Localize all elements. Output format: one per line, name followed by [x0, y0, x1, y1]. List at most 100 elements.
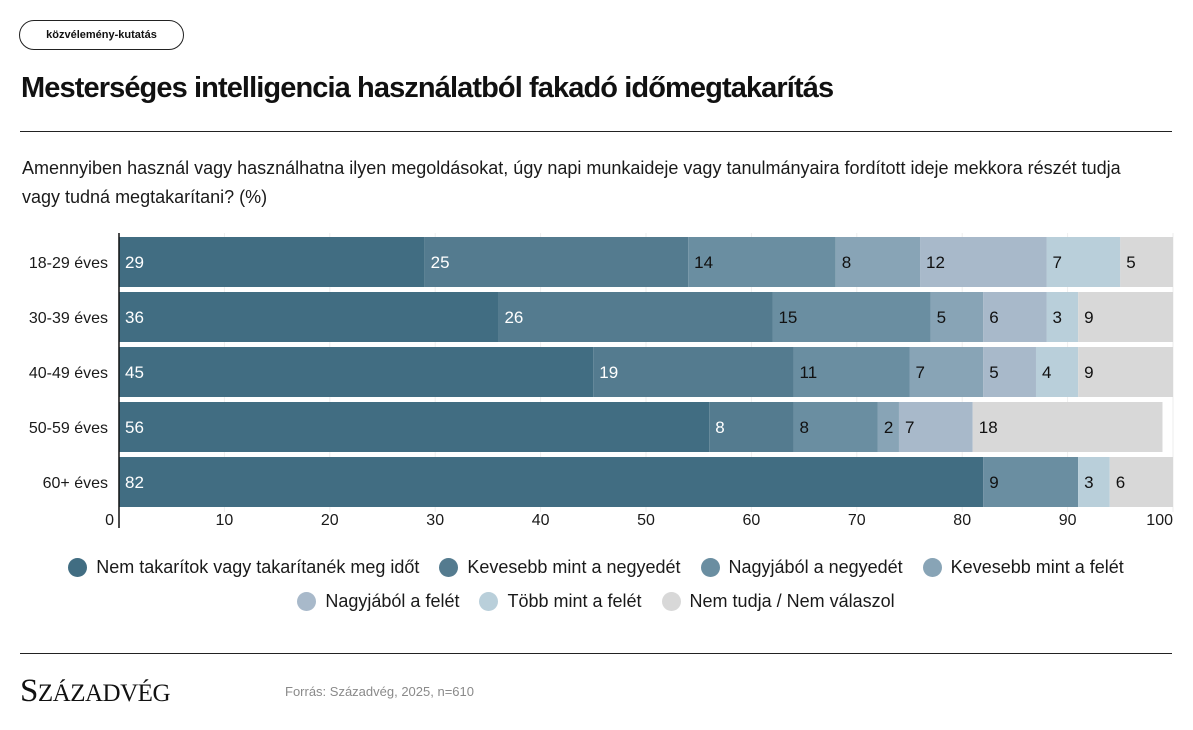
data-label: 45 [125, 363, 144, 382]
bar-segment [119, 292, 499, 342]
bar-segment [983, 457, 1079, 507]
legend-label: Nagyjából a felét [325, 590, 460, 611]
legend-swatch [661, 591, 681, 611]
bar-segment [498, 292, 773, 342]
data-label: 5 [1126, 253, 1135, 272]
x-tick-label: 70 [848, 512, 866, 529]
x-tick-label: 80 [953, 512, 971, 529]
data-label: 11 [800, 363, 818, 382]
data-label: 25 [431, 253, 450, 272]
data-label: 7 [905, 418, 914, 437]
bar-segment [119, 457, 984, 507]
data-label: 3 [1084, 473, 1093, 492]
brand-logo: SZÁZADVÉG [20, 673, 171, 709]
data-label: 8 [842, 253, 851, 272]
legend-swatch [297, 591, 317, 611]
data-label: 6 [1116, 473, 1125, 492]
data-label: 5 [989, 363, 998, 382]
data-label: 9 [989, 473, 998, 492]
legend-swatch [922, 557, 942, 577]
data-label: 9 [1084, 308, 1093, 327]
data-label: 18 [979, 418, 998, 437]
x-tick-label: 10 [216, 512, 234, 529]
legend-swatch [68, 557, 88, 577]
bar-segment [688, 237, 836, 287]
data-label: 56 [125, 418, 144, 437]
bar-segment [983, 292, 1047, 342]
bar-segment [593, 347, 794, 397]
legend-label: Kevesebb mint a negyedét [467, 556, 681, 577]
bar-segment [1078, 347, 1173, 397]
category-label: 40-49 éves [29, 365, 108, 382]
chart-legend: Nem takarítok vagy takarítanék meg időt K… [20, 556, 1172, 612]
data-label: 15 [778, 308, 797, 327]
bar-segment [793, 402, 878, 452]
x-tick-label: 20 [321, 512, 339, 529]
bar-segment [1078, 292, 1173, 342]
bar-segment [1035, 347, 1079, 397]
data-label: 3 [1053, 308, 1062, 327]
bar-segment [972, 402, 1163, 452]
bar-segment [1046, 237, 1121, 287]
legend-item: Kevesebb mint a negyedét [439, 556, 681, 578]
top-divider [20, 131, 1172, 132]
bar-segment [898, 402, 973, 452]
legend-swatch [479, 591, 499, 611]
data-label: 12 [926, 253, 945, 272]
bar-segment [930, 292, 984, 342]
x-tick-label: 50 [637, 512, 655, 529]
legend-item: Nagyjából a negyedét [700, 556, 903, 578]
source-note: Forrás: Századvég, 2025, n=610 [285, 684, 474, 699]
x-tick-label: 90 [1059, 512, 1077, 529]
x-tick-label: 60 [743, 512, 761, 529]
legend-item: Nagyjából a felét [297, 590, 459, 612]
data-label: 8 [800, 418, 809, 437]
data-label: 2 [884, 418, 893, 437]
data-label: 9 [1084, 363, 1093, 382]
legend-label: Több mint a felét [507, 590, 642, 611]
x-tick-label: 100 [1146, 512, 1173, 529]
legend-item: Kevesebb mint a felét [922, 556, 1124, 578]
data-label: 5 [937, 308, 946, 327]
bar-segment [835, 237, 921, 287]
data-label: 36 [125, 308, 144, 327]
x-tick-label: 40 [532, 512, 550, 529]
bar-segment [424, 237, 689, 287]
category-tag[interactable]: közvélemény-kutatás [19, 20, 184, 50]
bar-segment [1046, 292, 1079, 342]
data-label: 19 [599, 363, 618, 382]
legend-item: Nem takarítok vagy takarítanék meg időt [68, 556, 419, 578]
data-label: 8 [715, 418, 724, 437]
category-label: 30-39 éves [29, 310, 108, 327]
legend-swatch [700, 557, 720, 577]
legend-label: Nagyjából a negyedét [728, 556, 903, 577]
bar-segment [772, 292, 931, 342]
bar-segment [119, 347, 594, 397]
chart-subtitle: Amennyiben használ vagy használhatna ily… [22, 158, 1121, 207]
data-label: 82 [125, 473, 144, 492]
bar-segment [877, 402, 899, 452]
bar-segment [1078, 457, 1110, 507]
data-label: 4 [1042, 363, 1051, 382]
bar-segment [1109, 457, 1173, 507]
bar-segment [983, 347, 1036, 397]
bottom-divider [20, 653, 1172, 654]
legend-label: Nem tudja / Nem válaszol [689, 590, 895, 611]
stacked-bar-chart: 18-29 éves 29 25 14 8 12 7 530-39 éves 36 26 15 5 6 3… [29, 233, 1174, 529]
x-tick-label: 30 [426, 512, 444, 529]
category-label: 60+ éves [43, 475, 108, 492]
legend-item: Nem tudja / Nem válaszol [661, 590, 895, 612]
bar-segment [709, 402, 794, 452]
data-label: 6 [989, 308, 998, 327]
data-label: 29 [125, 253, 144, 272]
bar-segment [793, 347, 910, 397]
data-label: 7 [1053, 253, 1062, 272]
category-label: 18-29 éves [29, 255, 108, 272]
x-tick-label: 0 [105, 512, 114, 529]
data-label: 26 [504, 308, 523, 327]
legend-label: Kevesebb mint a felét [950, 556, 1124, 577]
data-label: 7 [916, 363, 925, 382]
legend-label: Nem takarítok vagy takarítanék meg időt [96, 556, 420, 577]
chart-title: Mesterséges intelligencia használatból f… [21, 72, 834, 104]
bar-segment [1120, 237, 1173, 287]
